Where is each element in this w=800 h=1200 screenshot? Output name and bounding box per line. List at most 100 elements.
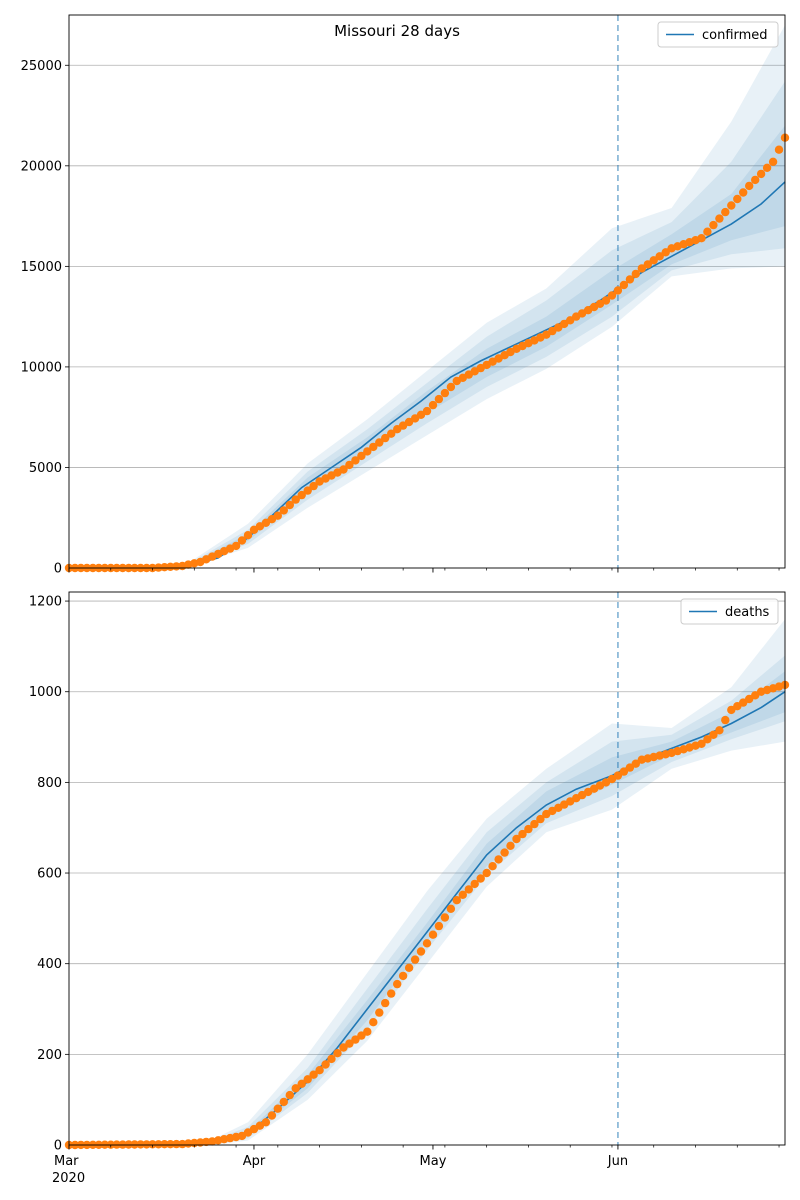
observed-point <box>285 1090 294 1100</box>
observed-point <box>655 252 664 261</box>
observed-point <box>303 486 312 495</box>
observed-point <box>321 1060 330 1069</box>
observed-point <box>422 939 432 948</box>
observed-point <box>512 834 521 844</box>
observed-point <box>631 269 640 279</box>
observed-point <box>464 885 473 894</box>
observed-point <box>751 175 760 185</box>
observed-point <box>231 541 241 551</box>
uncertainty-band-1 <box>212 619 785 1145</box>
observed-point <box>297 490 306 500</box>
observed-point <box>643 260 652 269</box>
y-tick-label: 800 <box>37 776 62 791</box>
observed-point <box>363 447 372 456</box>
observed-point <box>619 280 629 290</box>
observed-point <box>172 1139 181 1149</box>
observed-point <box>416 947 426 956</box>
observed-point <box>357 451 366 461</box>
observed-point <box>243 531 253 540</box>
observed-point <box>536 814 545 824</box>
observed-point <box>703 735 712 744</box>
observed-point <box>756 169 766 179</box>
observed-point <box>530 819 539 829</box>
observed-point <box>309 481 318 491</box>
observed-point <box>315 1066 324 1075</box>
observed-point <box>363 1027 372 1036</box>
observed-point <box>440 388 450 398</box>
observed-point <box>333 1049 342 1058</box>
observed-point <box>291 495 300 504</box>
observed-point <box>476 874 485 883</box>
observed-point <box>440 913 450 922</box>
observed-point <box>381 433 390 443</box>
bottom-panel-deaths: 0 200 400 600 800 1000 1200 Mar Apr May Jun deaths <box>29 591 790 1169</box>
observed-point <box>273 1104 282 1113</box>
x-tick-label: Apr <box>243 1154 266 1169</box>
observed-point <box>291 1084 300 1093</box>
observed-point <box>166 1140 175 1149</box>
observed-point <box>369 1018 378 1027</box>
observed-point <box>733 194 742 204</box>
observed-point <box>745 694 754 704</box>
observed-point <box>631 759 640 768</box>
legend-deaths: deaths <box>680 598 779 625</box>
observed-point <box>613 771 623 780</box>
legend-label: deaths <box>725 605 770 620</box>
observed-point <box>422 406 432 416</box>
top-panel-confirmed: 0 5000 10000 15000 20000 25000 confirmed <box>21 14 790 577</box>
observed-point <box>142 1140 151 1149</box>
observed-point <box>202 1137 211 1147</box>
observed-point <box>410 955 420 964</box>
observed-point <box>721 207 730 217</box>
observed-point <box>351 456 360 465</box>
observed-point <box>351 1035 360 1044</box>
observed-point <box>488 862 497 871</box>
observed-point <box>339 465 348 474</box>
observed-point <box>446 382 456 392</box>
x-axis-year-label: 2020 <box>52 1171 85 1186</box>
observed-point <box>745 181 754 191</box>
observed-point <box>470 879 479 889</box>
observed-point <box>482 868 491 878</box>
observed-point <box>309 1070 318 1079</box>
observed-point <box>721 715 730 725</box>
observed-point <box>494 855 503 864</box>
y-tick-label: 20000 <box>21 159 62 174</box>
observed-point <box>768 157 778 166</box>
legend-box <box>657 21 779 48</box>
observed-point <box>607 291 617 300</box>
observed-point <box>697 234 706 243</box>
observed-point <box>566 316 575 325</box>
observed-point <box>649 256 658 265</box>
observed-point <box>774 145 784 154</box>
observed-point <box>124 1140 133 1149</box>
uncertainty-band-2 <box>212 655 785 1145</box>
y-tick-label: 0 <box>54 562 62 577</box>
legend-confirmed: confirmed <box>657 21 779 48</box>
observed-point <box>709 730 718 739</box>
observed-point <box>375 1008 384 1017</box>
observed-point <box>369 442 378 452</box>
observed-point <box>279 506 288 515</box>
model-line-deaths <box>68 691 786 1146</box>
observed-point <box>727 201 736 210</box>
observed-point <box>387 429 396 438</box>
y-tick-label: 15000 <box>21 260 62 275</box>
observed-point <box>345 460 354 470</box>
observed-point <box>130 1140 139 1149</box>
observed-point <box>697 739 706 748</box>
observed-point <box>715 214 724 223</box>
legend-label: confirmed <box>702 28 768 43</box>
observed-point <box>601 296 611 305</box>
observed-point <box>357 1031 366 1040</box>
observed-point <box>619 767 629 776</box>
observed-point <box>404 963 414 972</box>
observed-point <box>273 511 282 520</box>
observed-point <box>434 921 444 931</box>
observed-point <box>387 989 396 998</box>
observed-point <box>154 1140 163 1149</box>
observed-point <box>416 410 426 419</box>
observed-point <box>524 824 533 834</box>
observed-point <box>709 220 718 230</box>
observed-point <box>637 264 646 273</box>
